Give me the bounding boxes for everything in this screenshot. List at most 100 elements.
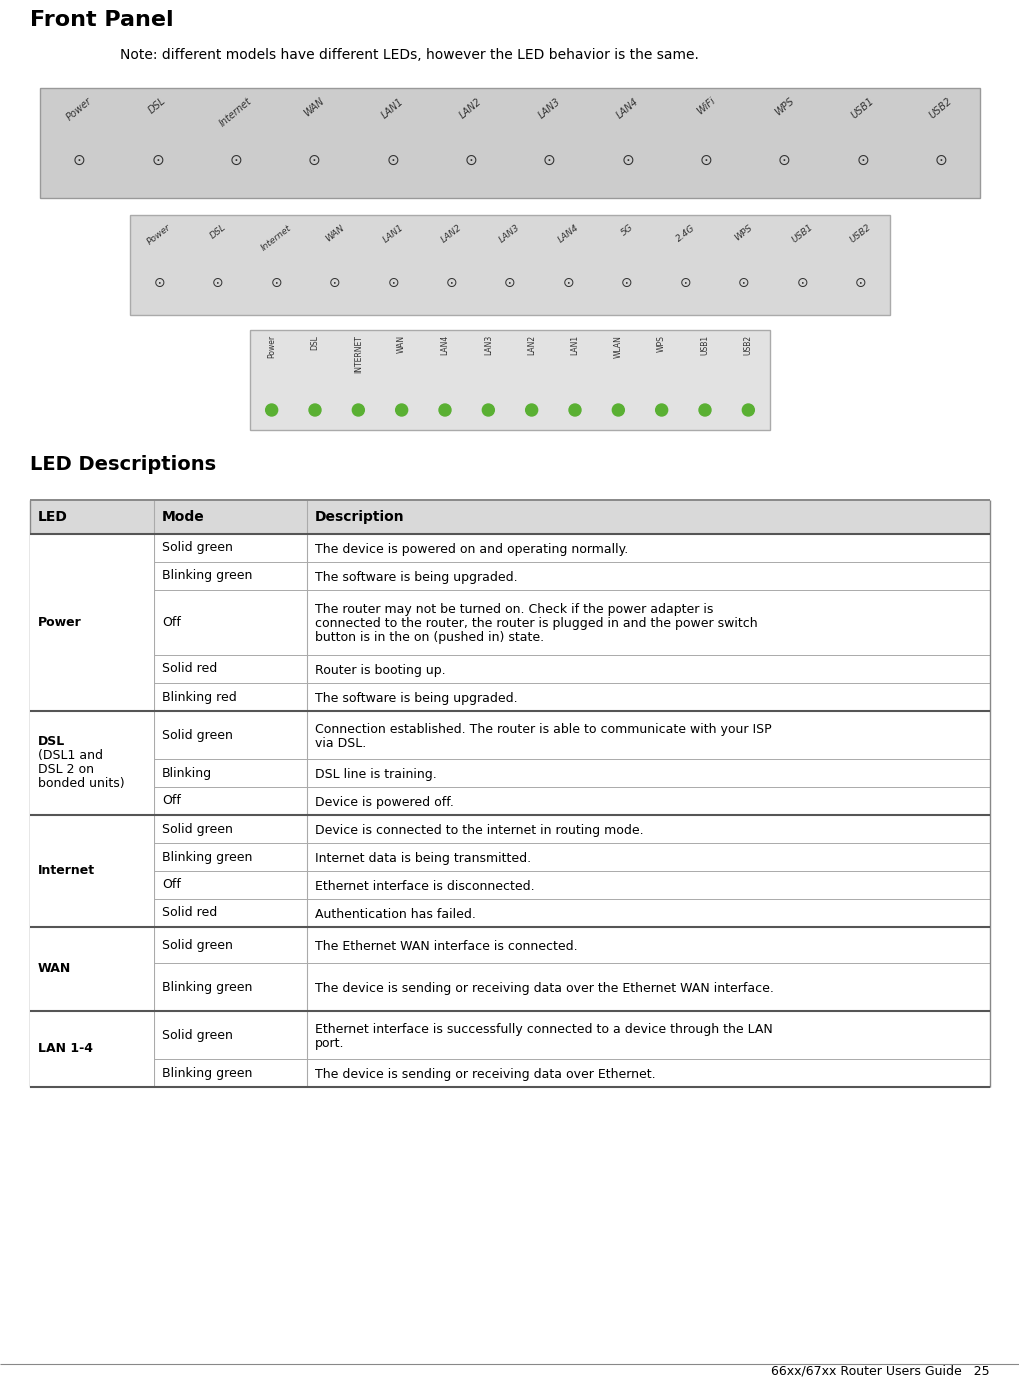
Text: Solid red: Solid red: [162, 906, 217, 920]
Bar: [129, 215, 890, 315]
Text: The software is being upgraded.: The software is being upgraded.: [315, 692, 517, 705]
Circle shape: [655, 403, 667, 416]
Text: button is in the on (pushed in) state.: button is in the on (pushed in) state.: [315, 631, 543, 645]
Circle shape: [438, 403, 450, 416]
Text: The router may not be turned on. Check if the power adapter is: The router may not be turned on. Check i…: [315, 603, 712, 617]
Text: WPS: WPS: [733, 223, 754, 243]
Text: Off: Off: [162, 878, 180, 892]
Circle shape: [569, 403, 581, 416]
Text: Solid green: Solid green: [162, 542, 232, 554]
Text: DSL: DSL: [147, 96, 168, 116]
Bar: [30, 899, 989, 927]
Text: Solid green: Solid green: [162, 938, 232, 952]
Text: ⊙: ⊙: [151, 152, 164, 168]
Bar: [30, 871, 989, 899]
Text: 5G: 5G: [619, 223, 634, 237]
Text: LAN1: LAN1: [379, 96, 406, 120]
Text: LAN4: LAN4: [613, 96, 640, 120]
Text: Connection established. The router is able to communicate with your ISP: Connection established. The router is ab…: [315, 723, 770, 736]
Text: USB1: USB1: [849, 96, 875, 120]
Text: WiFi: WiFi: [694, 96, 716, 117]
Text: LAN1: LAN1: [381, 223, 405, 244]
Text: WAN: WAN: [38, 962, 71, 974]
Text: Description: Description: [315, 510, 405, 524]
Text: USB1: USB1: [700, 335, 709, 355]
Text: DSL: DSL: [310, 335, 319, 350]
Text: WLAN: WLAN: [613, 335, 623, 357]
Text: Power: Power: [267, 335, 276, 359]
Text: ⊙: ⊙: [621, 276, 632, 290]
Text: port.: port.: [315, 1037, 344, 1050]
Text: via DSL.: via DSL.: [315, 737, 366, 750]
Text: Note: different models have different LEDs, however the LED behavior is the same: Note: different models have different LE…: [120, 47, 698, 61]
Text: Solid red: Solid red: [162, 663, 217, 676]
Bar: [250, 329, 769, 430]
Bar: [40, 88, 979, 198]
Circle shape: [395, 403, 408, 416]
Text: Blinking green: Blinking green: [162, 1067, 252, 1079]
Text: LAN3: LAN3: [497, 223, 522, 244]
Bar: [250, 329, 769, 430]
Text: ⊙: ⊙: [308, 152, 320, 168]
Text: 66xx/67xx Router Users Guide   25: 66xx/67xx Router Users Guide 25: [770, 1365, 989, 1378]
Text: Off: Off: [162, 794, 180, 807]
Text: ⊙: ⊙: [328, 276, 340, 290]
Text: WAN: WAN: [302, 96, 326, 119]
Text: Internet: Internet: [217, 96, 254, 128]
Bar: [30, 655, 989, 683]
Text: WAN: WAN: [396, 335, 406, 353]
Circle shape: [482, 403, 494, 416]
Bar: [40, 88, 979, 198]
Bar: [129, 215, 890, 315]
Text: DSL line is training.: DSL line is training.: [315, 768, 436, 780]
Circle shape: [611, 403, 624, 416]
Bar: [30, 963, 989, 1011]
Bar: [30, 711, 989, 759]
Text: DSL: DSL: [38, 736, 65, 748]
Circle shape: [265, 403, 277, 416]
Text: Device is connected to the internet in routing mode.: Device is connected to the internet in r…: [315, 824, 643, 838]
Text: ⊙: ⊙: [562, 276, 574, 290]
Text: Device is powered off.: Device is powered off.: [315, 796, 453, 810]
Bar: [30, 1011, 989, 1060]
Text: ⊙: ⊙: [777, 152, 790, 168]
Text: (DSL1 and: (DSL1 and: [38, 750, 103, 762]
Bar: [30, 563, 989, 591]
Bar: [30, 535, 154, 711]
Text: ⊙: ⊙: [464, 152, 477, 168]
Text: ⊙: ⊙: [72, 152, 86, 168]
Text: ⊙: ⊙: [387, 276, 398, 290]
Text: DSL: DSL: [208, 223, 227, 242]
Text: The device is sending or receiving data over the Ethernet WAN interface.: The device is sending or receiving data …: [315, 981, 773, 995]
Text: Power: Power: [64, 96, 94, 123]
Text: ⊙: ⊙: [854, 276, 866, 290]
Text: LAN2: LAN2: [439, 223, 464, 244]
Bar: [30, 815, 989, 843]
Text: ⊙: ⊙: [542, 152, 555, 168]
Text: The device is sending or receiving data over Ethernet.: The device is sending or receiving data …: [315, 1068, 655, 1081]
Circle shape: [698, 403, 710, 416]
Circle shape: [525, 403, 537, 416]
Text: LAN2: LAN2: [527, 335, 536, 355]
Text: Off: Off: [162, 616, 180, 630]
Bar: [30, 927, 989, 963]
Text: Ethernet interface is successfully connected to a device through the LAN: Ethernet interface is successfully conne…: [315, 1023, 772, 1036]
Text: Solid green: Solid green: [162, 822, 232, 835]
Text: LAN3: LAN3: [483, 335, 492, 355]
Text: ⊙: ⊙: [738, 276, 749, 290]
Text: Authentication has failed.: Authentication has failed.: [315, 907, 476, 921]
Text: WAN: WAN: [323, 223, 345, 243]
Text: USB2: USB2: [926, 96, 953, 120]
Text: The Ethernet WAN interface is connected.: The Ethernet WAN interface is connected.: [315, 940, 577, 953]
Text: ⊙: ⊙: [855, 152, 868, 168]
Bar: [30, 927, 154, 1011]
Text: ⊙: ⊙: [153, 276, 165, 290]
Bar: [30, 787, 989, 815]
Text: USB2: USB2: [848, 223, 872, 246]
Text: ⊙: ⊙: [503, 276, 516, 290]
Text: Ethernet interface is disconnected.: Ethernet interface is disconnected.: [315, 879, 534, 893]
Text: Blinking green: Blinking green: [162, 570, 252, 582]
Text: bonded units): bonded units): [38, 778, 124, 790]
Text: LAN4: LAN4: [555, 223, 580, 244]
Text: WPS: WPS: [771, 96, 795, 117]
